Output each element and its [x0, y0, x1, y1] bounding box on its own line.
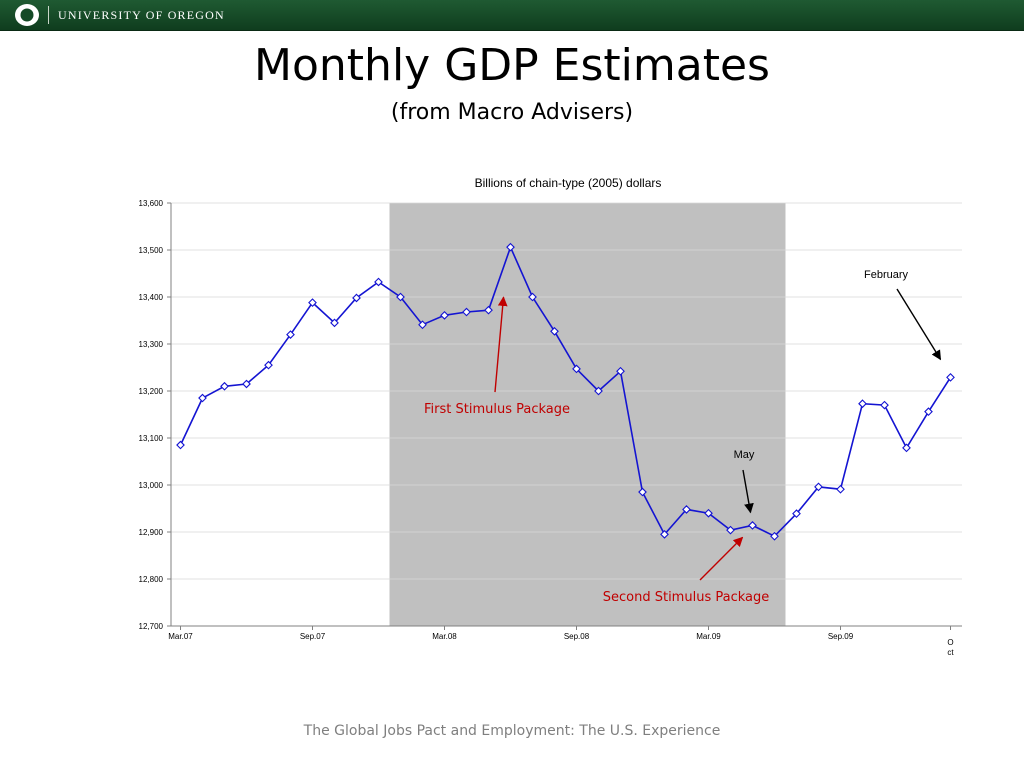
- data-point-marker: [770, 531, 779, 541]
- org-name: UNIVERSITY OF OREGON: [58, 8, 225, 22]
- data-point-marker: [308, 298, 317, 308]
- data-point-marker: [242, 379, 251, 389]
- data-point-marker: [616, 366, 625, 376]
- arrow-second-stimulus: [699, 536, 744, 581]
- data-point-marker: [440, 310, 449, 320]
- recession-shaded-region: [389, 203, 786, 626]
- data-point-marker: [484, 305, 493, 315]
- data-point-marker: [946, 372, 955, 382]
- y-tick-labels: 12,700 12,800 12,900 13,000 13,100 13,200 13,3…: [139, 199, 164, 631]
- y-tick-label: 12,900: [139, 528, 164, 537]
- data-point-marker: [506, 242, 515, 252]
- data-point-marker: [462, 307, 471, 317]
- y-tick-label: 12,800: [139, 575, 164, 584]
- x-tick-label: Mar.09: [696, 632, 721, 641]
- data-point-marker: [814, 482, 823, 492]
- y-tick-label: 13,300: [139, 340, 164, 349]
- data-point-marker: [352, 293, 361, 303]
- data-point-marker: [638, 487, 647, 497]
- logo-divider: [48, 6, 49, 24]
- arrow-first-stimulus: [494, 296, 508, 393]
- data-point-marker: [396, 292, 405, 302]
- data-point-marker: [550, 326, 559, 336]
- data-point-marker: [792, 509, 801, 519]
- arrow-february: [896, 288, 942, 361]
- data-point-marker: [902, 443, 911, 453]
- x-tick-label: Sep.09: [828, 632, 854, 641]
- data-point-marker: [374, 277, 383, 287]
- data-point-marker: [880, 400, 889, 410]
- data-point-marker: [836, 484, 845, 494]
- data-point-marker: [660, 529, 669, 539]
- data-point-marker: [682, 505, 691, 514]
- x-tick-label: Mar.08: [432, 632, 457, 641]
- data-point-marker: [264, 360, 273, 370]
- y-tick-label: 13,200: [139, 387, 164, 396]
- chart-title: Billions of chain-type (2005) dollars: [475, 176, 662, 190]
- footer-text: The Global Jobs Pact and Employment: The…: [303, 723, 721, 739]
- data-point-marker: [572, 364, 581, 374]
- y-tick-label: 12,700: [139, 622, 164, 631]
- data-point-marker: [418, 320, 427, 330]
- data-point-marker: [594, 386, 603, 396]
- oregon-o-logo-icon: [15, 4, 39, 26]
- y-tick-label: 13,600: [139, 199, 164, 208]
- axes: [167, 202, 962, 630]
- data-point-marker: [858, 399, 867, 409]
- slide-subtitle: (from Macro Advisers): [390, 100, 634, 125]
- data-point-marker: [198, 393, 207, 403]
- data-point-marker: [748, 521, 757, 530]
- data-point-markers: [176, 242, 955, 541]
- annotation-first-stimulus: First Stimulus Package: [424, 402, 570, 417]
- data-point-marker: [726, 525, 735, 535]
- data-point-marker: [176, 440, 185, 450]
- data-point-marker: [528, 292, 537, 302]
- data-point-marker: [704, 508, 713, 518]
- x-tick-label: Sep.08: [564, 632, 590, 641]
- x-tick-label: Sep.07: [300, 632, 326, 641]
- data-point-marker: [924, 407, 933, 417]
- annotation-may: May: [734, 449, 755, 461]
- annotation-february: February: [864, 269, 909, 281]
- x-tick-label: Mar.07: [168, 632, 193, 641]
- y-tick-label: 13,500: [139, 246, 164, 255]
- y-tick-label: 13,000: [139, 481, 164, 490]
- header-bar: UNIVERSITY OF OREGON: [0, 0, 1024, 31]
- slide-title: Monthly GDP Estimates: [254, 40, 770, 91]
- data-point-marker: [286, 330, 295, 339]
- x-tick-labels: Mar.07 Sep.07 Mar.08 Sep.08 Mar.09 Sep.09 O ct: [168, 632, 954, 657]
- grid-lines: [171, 202, 962, 580]
- annotation-second-stimulus: Second Stimulus Package: [603, 590, 769, 605]
- arrow-may: [742, 469, 754, 514]
- data-point-marker: [220, 381, 229, 391]
- y-tick-label: 13,400: [139, 293, 164, 302]
- y-tick-label: 13,100: [139, 434, 164, 443]
- data-point-marker: [330, 318, 339, 328]
